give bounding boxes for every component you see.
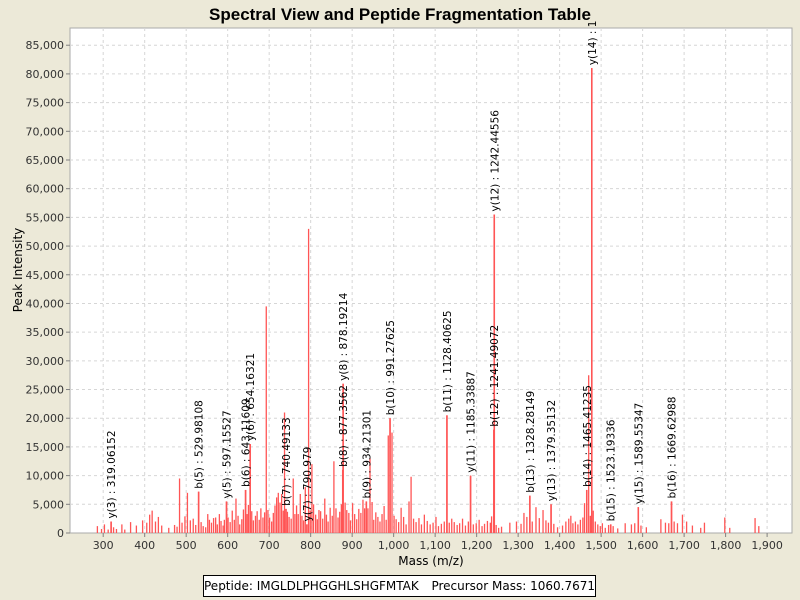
peak-annotation-label: b(5) : 529.98108 xyxy=(194,400,206,489)
x-tick-label: 1,900 xyxy=(751,539,783,552)
y-tick-label: 55,000 xyxy=(26,211,65,224)
x-axis-label: Mass (m/z) xyxy=(398,554,463,568)
peak-annotation-label: b(12) : 1241.49072 xyxy=(489,325,501,427)
x-tick-label: 700 xyxy=(259,539,280,552)
y-tick-label: 20,000 xyxy=(26,412,65,425)
peak-annotation-label: b(14) : 1465.41235 xyxy=(582,385,594,487)
peak-annotation-label: b(8) : 877.3562 xyxy=(338,385,350,467)
x-tick-label: 300 xyxy=(93,539,114,552)
y-tick-label: 35,000 xyxy=(26,326,65,339)
y-tick-label: 40,000 xyxy=(26,297,65,310)
x-tick-label: 900 xyxy=(342,539,363,552)
peak-annotation-label: y(12) : 1242.44556 xyxy=(489,110,501,212)
x-axis-ticks: 300 400 500 600 700 800 900 1,000 1,100 1,200 1,30… xyxy=(93,533,783,552)
peptide-info-box: Peptide: IMGLDLPHGGHLSHGFMTAK Precursor M… xyxy=(203,575,596,597)
peak-annotation-label: y(6) : 654.16321 xyxy=(245,353,257,441)
y-tick-label: 80,000 xyxy=(26,68,65,81)
peak-annotation-label: y(14) : 1 xyxy=(587,20,599,65)
y-tick-label: 65,000 xyxy=(26,154,65,167)
x-tick-label: 800 xyxy=(300,539,321,552)
peak-annotation-label: y(13) : 1379.35132 xyxy=(546,400,558,501)
y-tick-label: 0 xyxy=(57,527,64,540)
y-tick-label: 5,000 xyxy=(33,498,65,511)
peak-annotation-label: b(10) : 991.27625 xyxy=(385,320,397,415)
x-tick-label: 500 xyxy=(176,539,197,552)
y-tick-label: 60,000 xyxy=(26,183,65,196)
peak-annotation-label: y(15) : 1589.55347 xyxy=(633,403,645,504)
peptide-label: Peptide: xyxy=(204,579,253,593)
spectrum-chart: Spectral View and Peptide Fragmentation … xyxy=(11,5,793,568)
peak-annotation-label: b(6) : 643.11609 xyxy=(241,398,253,487)
peptide-sequence: IMGLDLPHGGHLSHGFMTAK xyxy=(256,579,419,593)
y-axis-ticks: 0 5,000 10,000 15,000 20,000 25,000 30,000 35,0… xyxy=(26,39,70,540)
chart-title: Spectral View and Peptide Fragmentation … xyxy=(209,5,591,24)
y-tick-label: 75,000 xyxy=(26,97,65,110)
precursor-mass-label: Precursor Mass: xyxy=(431,579,527,593)
precursor-mass-value: 1060.7671 xyxy=(530,579,595,593)
x-tick-label: 1,300 xyxy=(502,539,534,552)
peaks xyxy=(96,68,760,533)
x-tick-label: 1,800 xyxy=(710,539,742,552)
peak-annotation-label: b(16) : 1669.62988 xyxy=(667,397,679,499)
peak-annotation-label: b(11) : 1128.40625 xyxy=(442,310,454,412)
y-tick-label: 10,000 xyxy=(26,470,65,483)
x-tick-label: 1,000 xyxy=(378,539,410,552)
y-tick-label: 15,000 xyxy=(26,441,65,454)
x-tick-label: 1,100 xyxy=(419,539,451,552)
peak-annotation-label: y(3) : 319.06152 xyxy=(106,430,118,518)
peak-annotation-label: y(7) : 790.979 xyxy=(302,447,314,522)
x-tick-label: 400 xyxy=(134,539,155,552)
peak-annotation-label: b(13) : 1328.28149 xyxy=(525,391,537,493)
y-tick-label: 45,000 xyxy=(26,269,65,282)
peak-annotation-label: y(5) : 597.15527 xyxy=(221,410,233,498)
x-tick-label: 1,600 xyxy=(627,539,659,552)
y-tick-label: 25,000 xyxy=(26,384,65,397)
y-axis-label: Peak Intensity xyxy=(11,228,25,313)
peak-annotation-label: b(7) : 740.49133 xyxy=(281,417,293,506)
x-tick-label: 1,200 xyxy=(461,539,493,552)
y-tick-label: 50,000 xyxy=(26,240,65,253)
x-tick-label: 1,400 xyxy=(544,539,576,552)
y-tick-label: 85,000 xyxy=(26,39,65,52)
peak-annotations: y(3) : 319.06152 b(5) : 529.98108 y(5) : 5… xyxy=(106,20,678,521)
peak-annotation-label: b(15) : 1523.19336 xyxy=(606,419,618,521)
plot-area xyxy=(69,27,793,534)
y-tick-label: 70,000 xyxy=(26,125,65,138)
x-tick-label: 1,500 xyxy=(585,539,617,552)
peak-annotation-label: y(11) : 1185.33887 xyxy=(466,371,478,472)
x-tick-label: 1,700 xyxy=(668,539,700,552)
y-tick-label: 30,000 xyxy=(26,355,65,368)
peak-annotation-label: y(8) : 878.19214 xyxy=(338,292,350,380)
peak-annotation-label: b(9) : 934.21301 xyxy=(361,410,373,499)
x-tick-label: 600 xyxy=(217,539,238,552)
